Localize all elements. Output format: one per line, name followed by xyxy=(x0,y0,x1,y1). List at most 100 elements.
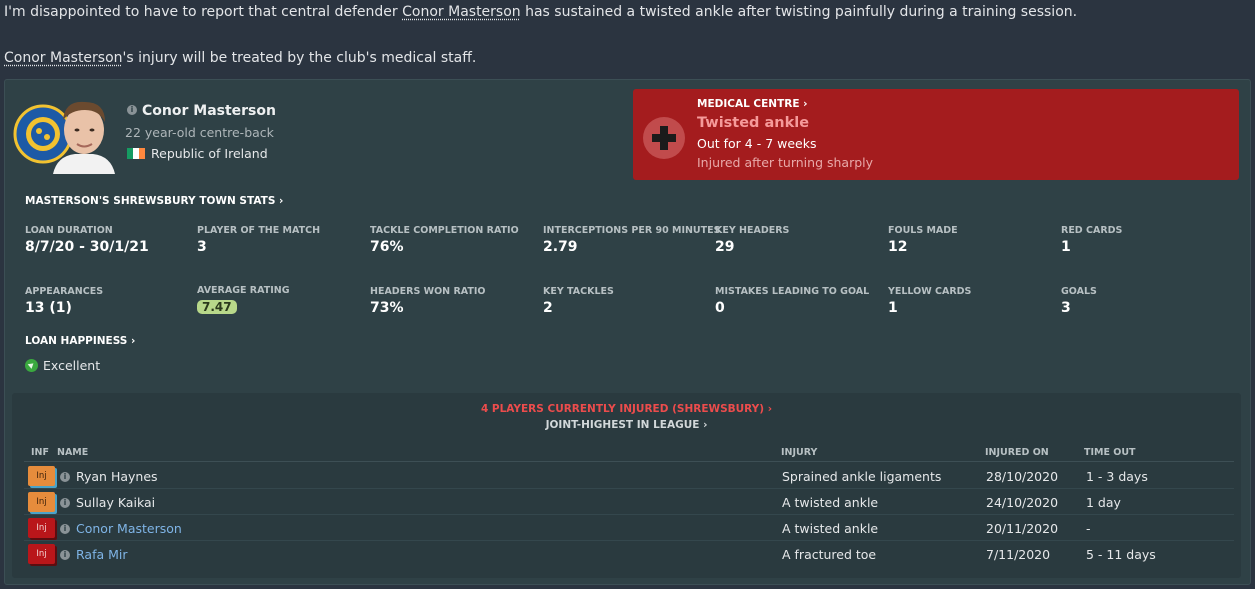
col-header-time-out[interactable]: TIME OUT xyxy=(1084,447,1136,458)
stat-label: GOALS xyxy=(1061,286,1097,297)
table-row[interactable]: Inj i Conor Masterson A twisted ankle 20/… xyxy=(24,515,1234,541)
stat-value: 8/7/20 - 30/1/21 xyxy=(25,239,149,255)
injured-on-cell: 28/10/2020 xyxy=(986,469,1059,484)
injury-badge[interactable]: Inj xyxy=(28,544,55,564)
stat-value: 13 (1) xyxy=(25,300,72,316)
stat-mistakes-leading-to-goal: MISTAKES LEADING TO GOAL 0 xyxy=(715,286,869,316)
injury-badge[interactable]: Inj xyxy=(28,492,55,512)
stat-label: RED CARDS xyxy=(1061,225,1123,236)
medical-centre-card[interactable]: MEDICAL CENTRE › Twisted ankle Out for 4… xyxy=(633,89,1239,180)
stat-label: LOAN DURATION xyxy=(25,225,113,236)
stat-appearances: APPEARANCES 13 (1) xyxy=(25,286,103,316)
stat-value: 0 xyxy=(715,300,725,316)
injury-duration: Out for 4 - 7 weeks xyxy=(697,136,817,151)
player-age-position: 22 year-old centre-back xyxy=(125,125,274,140)
time-out-cell: 1 - 3 days xyxy=(1086,469,1148,484)
injury-cell: A fractured toe xyxy=(782,547,877,562)
injury-badge[interactable]: Inj xyxy=(28,518,55,538)
stat-red-cards: RED CARDS 1 xyxy=(1061,225,1122,255)
table-row[interactable]: Inj i Sullay Kaikai A twisted ankle 24/10… xyxy=(24,489,1234,515)
player-link[interactable]: Conor Masterson xyxy=(402,4,521,20)
info-icon[interactable]: i xyxy=(127,105,137,115)
message-text: I'm disappointed to have to report that … xyxy=(4,4,403,20)
info-icon[interactable]: i xyxy=(60,497,70,508)
stat-label: KEY HEADERS xyxy=(715,225,790,236)
stat-value: 1 xyxy=(888,300,898,316)
info-icon[interactable]: i xyxy=(60,471,70,482)
injury-type: Twisted ankle xyxy=(697,115,810,131)
info-icon[interactable]: i xyxy=(60,523,70,534)
injured-count-link[interactable]: 4 PLAYERS CURRENTLY INJURED (SHREWSBURY)… xyxy=(480,403,773,415)
stat-value: 1 xyxy=(1061,239,1071,255)
stat-key-headers: KEY HEADERS 29 xyxy=(715,225,789,255)
table-divider xyxy=(24,461,1234,462)
player-name-cell[interactable]: i Conor Masterson xyxy=(60,521,182,536)
news-message-line-1: I'm disappointed to have to report that … xyxy=(4,4,1077,20)
player-name-text: Conor Masterson xyxy=(142,103,276,119)
club-badge-icon[interactable] xyxy=(13,94,71,174)
stat-value: 73% xyxy=(370,300,404,316)
player-name-cell[interactable]: i Sullay Kaikai xyxy=(60,495,155,510)
stat-interceptions: INTERCEPTIONS PER 90 MINUTES 2.79 xyxy=(543,225,720,255)
row-player-name: Rafa Mir xyxy=(76,547,128,562)
stat-player-of-the-match: PLAYER OF THE MATCH 3 xyxy=(197,225,320,255)
row-player-name: Sullay Kaikai xyxy=(76,495,156,510)
rating-badge: 7.47 xyxy=(197,300,237,314)
stat-label: KEY TACKLES xyxy=(543,286,614,297)
stat-value: 3 xyxy=(197,239,207,255)
row-player-name: Ryan Haynes xyxy=(76,469,158,484)
stat-yellow-cards: YELLOW CARDS 1 xyxy=(888,286,971,316)
club-stats-link[interactable]: MASTERSON'S SHREWSBURY TOWN STATS › xyxy=(25,195,284,207)
stat-headers-won: HEADERS WON RATIO 73% xyxy=(370,286,485,316)
stat-key-tackles: KEY TACKLES 2 xyxy=(543,286,614,316)
table-row[interactable]: Inj i Ryan Haynes Sprained ankle ligament… xyxy=(24,463,1234,489)
stat-label: MISTAKES LEADING TO GOAL xyxy=(715,286,870,297)
stat-label: HEADERS WON RATIO xyxy=(370,286,486,297)
injured-on-cell: 20/11/2020 xyxy=(986,521,1059,536)
player-name-cell[interactable]: i Ryan Haynes xyxy=(60,469,158,484)
info-icon[interactable]: i xyxy=(60,549,70,560)
loan-happiness-link[interactable]: LOAN HAPPINESS › xyxy=(25,335,136,347)
stat-value: 2 xyxy=(543,300,553,316)
row-player-name: Conor Masterson xyxy=(76,521,182,536)
medical-centre-link[interactable]: MEDICAL CENTRE › xyxy=(697,98,808,110)
col-header-name[interactable]: NAME xyxy=(57,447,89,458)
news-message-line-2: Conor Masterson's injury will be treated… xyxy=(4,50,476,66)
col-header-injured-on[interactable]: INJURED ON xyxy=(985,447,1049,458)
injury-description: Injured after turning sharply xyxy=(697,155,874,170)
player-name[interactable]: i Conor Masterson xyxy=(127,103,276,119)
stat-loan-duration: LOAN DURATION 8/7/20 - 30/1/21 xyxy=(25,225,149,255)
time-out-cell: 1 day xyxy=(1086,495,1121,510)
nationality-text: Republic of Ireland xyxy=(151,146,268,161)
col-header-injury[interactable]: INJURY xyxy=(781,447,818,458)
injury-report-panel: i Conor Masterson 22 year-old centre-back… xyxy=(4,79,1251,585)
injured-players-box: 4 PLAYERS CURRENTLY INJURED (SHREWSBURY)… xyxy=(12,393,1241,578)
player-name-cell[interactable]: i Rafa Mir xyxy=(60,547,128,562)
stat-average-rating: AVERAGE RATING 7.47 xyxy=(197,285,290,315)
injured-on-cell: 7/11/2020 xyxy=(986,547,1051,562)
medical-cross-icon xyxy=(643,117,685,159)
time-out-cell: 5 - 11 days xyxy=(1086,547,1156,562)
stat-value: 3 xyxy=(1061,300,1071,316)
league-rank-link[interactable]: JOINT-HIGHEST IN LEAGUE › xyxy=(545,419,708,431)
table-row[interactable]: Inj i Rafa Mir A fractured toe 7/11/2020 … xyxy=(24,541,1234,567)
injury-cell: Sprained ankle ligaments xyxy=(782,469,942,484)
time-out-cell: - xyxy=(1086,521,1091,536)
player-nationality[interactable]: Republic of Ireland xyxy=(127,146,268,161)
happiness-arrow-icon xyxy=(25,359,38,372)
stat-fouls-made: FOULS MADE 12 xyxy=(888,225,958,255)
loan-happiness-status: Excellent xyxy=(25,358,100,373)
stat-value: 29 xyxy=(715,239,735,255)
injury-cell: A twisted ankle xyxy=(782,521,879,536)
col-header-inf[interactable]: INF xyxy=(31,447,49,458)
stat-label: YELLOW CARDS xyxy=(888,286,972,297)
stat-label: FOULS MADE xyxy=(888,225,958,236)
player-photo[interactable] xyxy=(49,94,119,174)
stat-goals: GOALS 3 xyxy=(1061,286,1097,316)
player-link[interactable]: Conor Masterson xyxy=(4,50,123,66)
stat-value: 76% xyxy=(370,239,404,255)
stat-label: PLAYER OF THE MATCH xyxy=(197,225,321,236)
stat-label: APPEARANCES xyxy=(25,286,104,297)
stat-label: TACKLE COMPLETION RATIO xyxy=(370,225,519,236)
injury-badge[interactable]: Inj xyxy=(28,466,55,486)
